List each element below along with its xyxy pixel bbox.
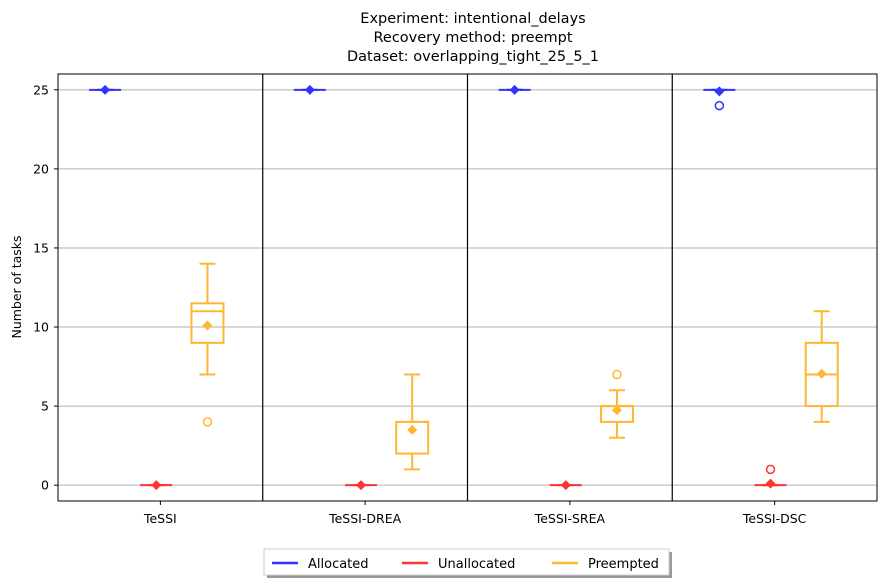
box-preempted-1 [395,373,430,471]
outlier-point [202,417,213,427]
x-tick-label: TeSSI-DSC [742,511,807,526]
outlier-point [765,464,776,475]
y-tick-label: 5 [41,399,49,414]
mean-marker [509,84,520,95]
y-tick-label: 25 [33,82,49,97]
box-iqr [190,302,225,344]
outlier-point [714,100,725,111]
legend-label-preempted: Preempted [588,557,659,572]
mean-marker [714,86,725,97]
box-allocated-2 [498,84,531,95]
chart-title: Experiment: intentional_delays Recovery … [347,11,599,65]
legend-label-unallocated: Unallocated [438,557,515,572]
y-tick-label: 0 [41,478,49,493]
x-tick-label: TeSSI-DREA [328,511,401,526]
box-allocated-3 [703,86,736,111]
y-axis-label: Number of tasks [9,235,24,338]
mean-marker [151,480,162,491]
box-preempted-3 [804,310,839,423]
y-tick-label: 20 [33,161,49,176]
mean-marker [560,480,571,491]
legend-box [263,548,670,576]
mean-marker [816,368,827,379]
box-unallocated-0 [140,480,173,491]
box-allocated-1 [293,84,326,95]
plot-frame [57,73,878,502]
mean-marker [765,478,776,489]
title-line-1: Experiment: intentional_delays [360,11,585,27]
box-unallocated-2 [549,480,582,491]
title-line-3: Dataset: overlapping_tight_25_5_1 [347,49,599,65]
box-unallocated-1 [345,480,378,491]
legend-label-allocated: Allocated [308,557,369,572]
mean-marker [611,405,622,416]
mean-marker [202,320,213,331]
title-line-2: Recovery method: preempt [373,30,572,46]
mean-marker [356,480,367,491]
mean-marker [100,84,111,95]
box-preempted-2 [599,369,634,439]
outlier-point [612,369,622,380]
legend: Allocated Unallocated Preempted [263,548,672,578]
box-unallocated-3 [754,464,787,489]
plot-border [57,73,878,502]
plot-area [89,84,839,491]
mean-marker [407,424,418,435]
box-allocated-0 [89,84,122,95]
mean-marker [304,84,315,95]
x-tick-label: TeSSI-SREA [534,511,606,526]
x-tick-label: TeSSI [143,511,177,526]
y-tick-label: 10 [33,320,49,335]
y-tick-label: 15 [33,240,49,255]
axes: Number of tasks 0 5 10 15 20 25 TeSSI TeSSI-DRE… [9,82,807,526]
box-preempted-0 [190,262,225,427]
